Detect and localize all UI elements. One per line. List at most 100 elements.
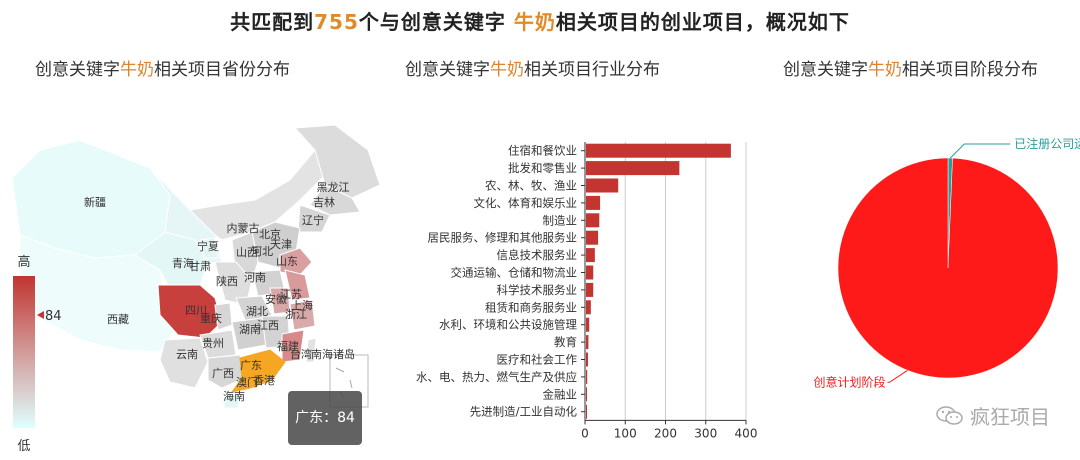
industry-panel-title: 创意关键字牛奶相关项目行业分布 bbox=[405, 55, 660, 80]
x-tick-label: 300 bbox=[694, 426, 717, 440]
title-prefix: 创意关键字 bbox=[35, 60, 120, 80]
legend-indicator-icon[interactable] bbox=[37, 311, 44, 319]
bar[interactable] bbox=[586, 143, 731, 158]
region-shandong[interactable] bbox=[279, 247, 313, 276]
bar[interactable] bbox=[586, 300, 591, 315]
label-guangxi: 广西 bbox=[212, 367, 234, 380]
region-sichuan[interactable] bbox=[157, 284, 223, 339]
map-labels: 新疆 西藏 青海 甘肃 宁夏 内蒙古 黑龙江 吉林 辽宁 北京 天津 河北 山西… bbox=[84, 181, 355, 403]
pie-slice[interactable] bbox=[837, 157, 1059, 379]
bar[interactable] bbox=[586, 282, 594, 297]
label-guizhou: 贵州 bbox=[202, 337, 224, 350]
label-taiwan: 台湾 bbox=[290, 347, 312, 361]
region-guangxi[interactable] bbox=[207, 354, 246, 389]
headline-suffix: 相关项目的创业项目，概况如下 bbox=[555, 10, 850, 34]
bar[interactable] bbox=[586, 230, 599, 245]
label-shanghai: 上海 bbox=[291, 298, 313, 312]
label-heilongjiang: 黑龙江 bbox=[317, 181, 350, 194]
bar[interactable] bbox=[586, 195, 601, 210]
label-qinghai: 青海 bbox=[172, 256, 194, 270]
bar-category-label: 科学技术服务业 bbox=[497, 283, 578, 297]
label-beijing: 北京 bbox=[259, 227, 281, 241]
map-regions bbox=[11, 124, 381, 409]
label-shanxi: 山西 bbox=[236, 246, 258, 259]
label-south-china-sea: 南海诸岛 bbox=[311, 347, 355, 361]
legend-gradient-bar[interactable] bbox=[13, 276, 35, 428]
legend-high-label: 高 bbox=[17, 254, 30, 270]
china-map: 新疆 西藏 青海 甘肃 宁夏 内蒙古 黑龙江 吉林 辽宁 北京 天津 河北 山西… bbox=[11, 124, 381, 454]
label-shaanxi: 陕西 bbox=[216, 274, 238, 288]
headline-count: 755 bbox=[314, 10, 359, 34]
region-shanghai-zhejiang[interactable] bbox=[289, 299, 316, 331]
stage-pie-chart: 已注册公司运营创意计划阶段 bbox=[813, 136, 1080, 389]
region-jiangsu[interactable] bbox=[284, 269, 311, 301]
label-hainan: 海南 bbox=[223, 389, 245, 403]
label-hunan: 湖南 bbox=[239, 323, 261, 336]
title-keyword: 牛奶 bbox=[490, 60, 524, 80]
bar[interactable] bbox=[586, 213, 600, 228]
label-shandong: 山东 bbox=[276, 255, 298, 268]
stage-panel-title: 创意关键字牛奶相关项目阶段分布 bbox=[783, 55, 1038, 80]
title-suffix: 相关项目省份分布 bbox=[154, 60, 290, 80]
bar[interactable] bbox=[586, 369, 588, 384]
bar-category-label: 居民服务、修理和其他服务业 bbox=[428, 231, 578, 245]
region-hainan[interactable] bbox=[223, 393, 241, 409]
bar[interactable] bbox=[586, 387, 587, 402]
bar[interactable] bbox=[586, 404, 587, 419]
label-zhejiang: 浙江 bbox=[285, 308, 307, 321]
region-taiwan[interactable] bbox=[305, 337, 317, 363]
bar[interactable] bbox=[586, 265, 594, 280]
label-xizang: 西藏 bbox=[107, 313, 129, 326]
label-gansu: 甘肃 bbox=[189, 260, 211, 273]
bar[interactable] bbox=[586, 352, 589, 367]
pie-label-line bbox=[887, 369, 908, 383]
bar-category-label: 信息技术服务业 bbox=[497, 248, 578, 262]
legend-indicator-value: 84 bbox=[45, 309, 62, 324]
legend-low-label: 低 bbox=[17, 439, 30, 454]
region-yunnan[interactable] bbox=[159, 337, 209, 389]
x-tick-label: 100 bbox=[614, 426, 637, 440]
bar[interactable] bbox=[586, 248, 595, 263]
headline-middle: 个与创意关键字 bbox=[358, 10, 514, 34]
region-anhui[interactable] bbox=[269, 287, 291, 315]
bar-category-label: 住宿和餐饮业 bbox=[508, 144, 577, 158]
bar[interactable] bbox=[586, 317, 590, 332]
label-tianjin: 天津 bbox=[270, 238, 292, 251]
label-jiangxi: 江西 bbox=[257, 319, 279, 332]
label-fujian: 福建 bbox=[277, 339, 299, 353]
bar[interactable] bbox=[586, 161, 680, 176]
label-xinjiang: 新疆 bbox=[84, 195, 106, 209]
bar[interactable] bbox=[586, 178, 619, 193]
region-chongqing[interactable] bbox=[214, 302, 233, 331]
label-guangdong: 广东 bbox=[240, 359, 262, 372]
region-shaanxi[interactable] bbox=[214, 261, 253, 306]
wechat-icon bbox=[936, 405, 964, 427]
label-hebei: 河北 bbox=[251, 245, 273, 258]
bar[interactable] bbox=[586, 335, 589, 350]
region-liaoning[interactable] bbox=[297, 204, 331, 233]
label-jilin: 吉林 bbox=[313, 195, 335, 209]
region-fujian[interactable] bbox=[281, 329, 305, 363]
headline-keyword: 牛奶 bbox=[513, 10, 556, 34]
bar-category-label: 批发和零售业 bbox=[508, 161, 577, 175]
x-tick-label: 0 bbox=[581, 426, 589, 440]
region-ningxia[interactable] bbox=[199, 237, 219, 259]
label-hongkong: 香港 bbox=[253, 374, 275, 387]
label-jiangsu: 江苏 bbox=[280, 288, 302, 301]
bar-category-label: 交通运输、仓储和物流业 bbox=[451, 266, 578, 280]
industry-bar-chart: 0 100 200 300 400 住宿和餐饮业批发和零售业农、林、牧、渔业文化、体育和娱… bbox=[416, 142, 757, 440]
region-jilin[interactable] bbox=[309, 184, 361, 216]
pie-label-line bbox=[949, 143, 1011, 159]
title-keyword: 牛奶 bbox=[120, 60, 154, 80]
headline: 共匹配到755个与创意关键字 牛奶相关项目的创业项目，概况如下 bbox=[0, 6, 1080, 35]
region-heilongjiang[interactable] bbox=[293, 124, 381, 199]
title-prefix: 创意关键字 bbox=[405, 60, 490, 80]
region-guangdong[interactable] bbox=[230, 349, 286, 393]
bar-category-label: 金融业 bbox=[543, 387, 578, 401]
visual-map-legend[interactable]: 高 84 低 bbox=[13, 254, 62, 454]
bar-category-label: 农、林、牧、渔业 bbox=[485, 179, 577, 193]
bar-category-label: 水、电、热力、燃气生产及供应 bbox=[416, 370, 577, 384]
bar-category-label: 医疗和社会工作 bbox=[497, 353, 578, 367]
label-hubei: 湖北 bbox=[246, 305, 268, 318]
